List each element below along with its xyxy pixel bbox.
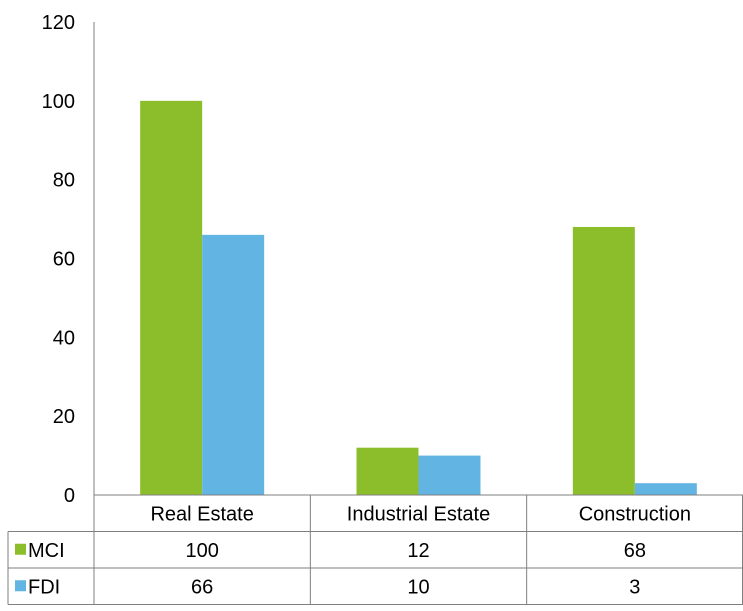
data-table-value: 66 xyxy=(191,576,213,598)
data-table-value: 100 xyxy=(185,540,218,562)
data-table-value: 10 xyxy=(407,576,429,598)
y-tick-label: 40 xyxy=(53,327,75,349)
bar-mci-2 xyxy=(572,226,635,495)
bar-mci-0 xyxy=(140,100,203,495)
bar-fdi-1 xyxy=(418,455,481,495)
legend-key-fdi xyxy=(15,580,26,592)
bar-fdi-2 xyxy=(634,483,697,495)
x-category-label: Construction xyxy=(579,503,691,525)
y-tick-label: 0 xyxy=(64,485,75,507)
data-table-value: 68 xyxy=(624,540,646,562)
legend-label-mci: MCI xyxy=(28,540,65,562)
x-category-label: Industrial Estate xyxy=(347,503,490,525)
data-table-value: 12 xyxy=(407,540,429,562)
y-tick-label: 80 xyxy=(53,170,75,192)
data-table-value: 3 xyxy=(629,576,640,598)
y-tick-label: 60 xyxy=(53,249,75,271)
x-category-label: Real Estate xyxy=(150,503,253,525)
y-tick-label: 20 xyxy=(53,406,75,428)
y-tick-label: 120 xyxy=(42,12,75,34)
y-tick-label: 100 xyxy=(42,91,75,113)
bar-mci-1 xyxy=(356,447,419,495)
legend-key-mci xyxy=(15,543,26,555)
legend-label-fdi: FDI xyxy=(28,576,60,598)
bar-fdi-0 xyxy=(202,234,265,495)
